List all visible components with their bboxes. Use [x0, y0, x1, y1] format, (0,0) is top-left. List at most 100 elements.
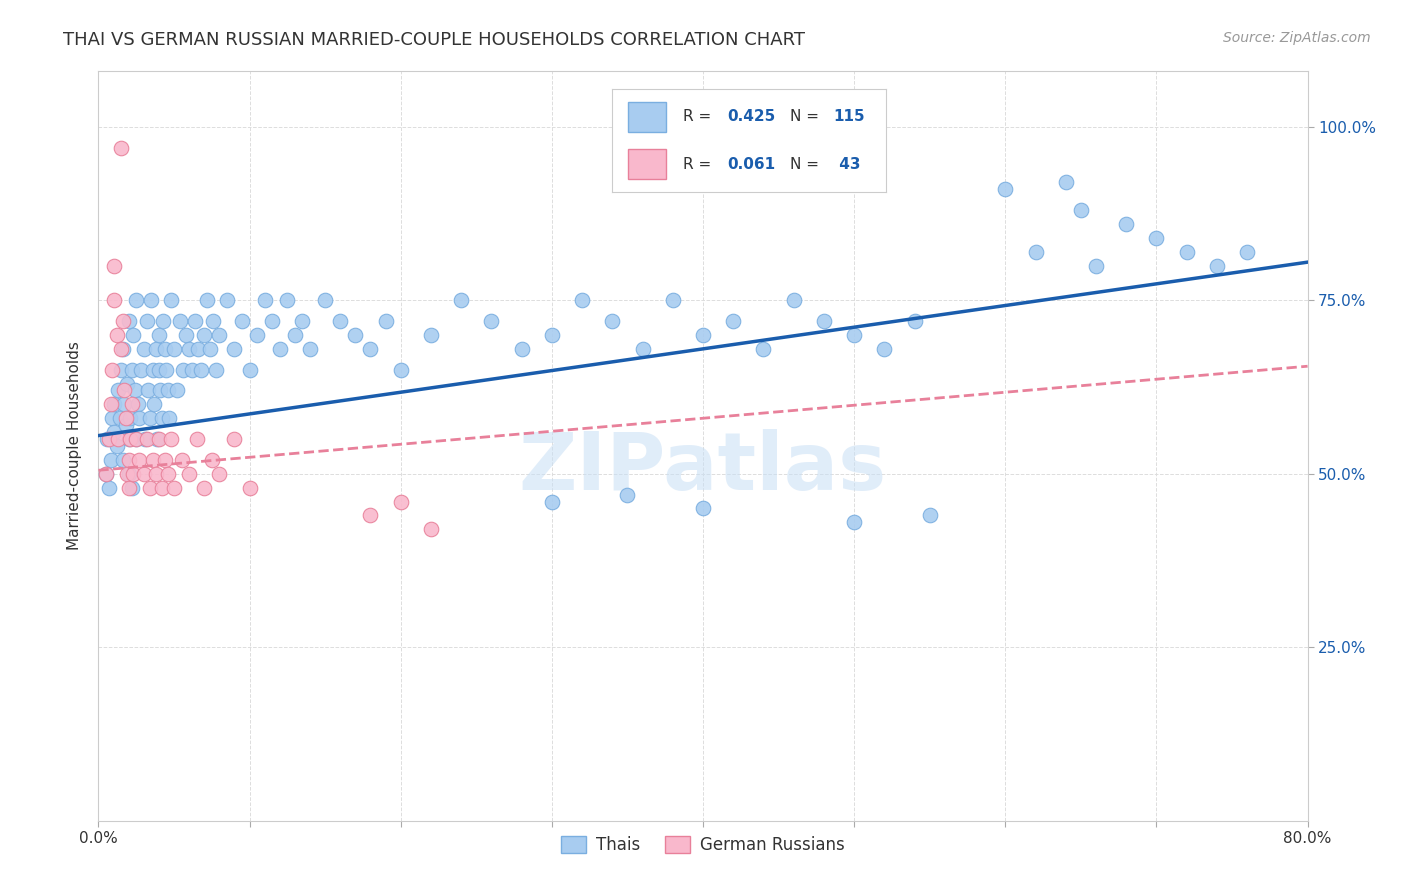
Point [344, 328, 367, 343]
Point [121, 362, 143, 376]
Point [752, 342, 775, 356]
Point [153, 453, 176, 467]
Point [148, 328, 170, 343]
Point [101, 411, 124, 425]
Point [156, 467, 179, 481]
Point [179, 342, 201, 356]
Point [873, 342, 896, 356]
Point [128, 453, 150, 467]
Point [262, 314, 284, 328]
Point [122, 467, 145, 481]
Point [723, 314, 745, 328]
Point [329, 314, 352, 328]
Point [103, 259, 125, 273]
Point [215, 293, 238, 308]
Point [450, 293, 472, 308]
Point [231, 314, 253, 328]
Text: 0.425: 0.425 [727, 110, 775, 124]
Point [135, 314, 157, 328]
Point [94, 467, 117, 481]
Point [269, 342, 291, 356]
Point [110, 141, 132, 155]
Point [94, 467, 117, 481]
Point [105, 439, 128, 453]
Point [96, 432, 118, 446]
Point [145, 342, 167, 356]
Point [145, 467, 167, 481]
Text: ZIPatlas: ZIPatlas [519, 429, 887, 508]
Text: 115: 115 [834, 110, 865, 124]
Point [100, 453, 122, 467]
Point [1115, 217, 1137, 231]
Point [253, 293, 276, 308]
Point [193, 328, 215, 343]
Point [115, 467, 138, 481]
Point [239, 481, 262, 495]
Point [103, 293, 125, 308]
Point [163, 342, 186, 356]
Point [160, 293, 183, 308]
Point [540, 494, 562, 508]
Point [1144, 231, 1167, 245]
Point [128, 411, 150, 425]
Point [187, 342, 209, 356]
Point [1175, 244, 1198, 259]
Point [139, 481, 162, 495]
Point [172, 362, 194, 376]
FancyBboxPatch shape [628, 102, 666, 132]
Point [184, 314, 207, 328]
Point [125, 432, 148, 446]
Point [118, 481, 141, 495]
Point [284, 328, 307, 343]
Point [193, 481, 215, 495]
Point [141, 293, 163, 308]
Point [120, 411, 142, 425]
Point [994, 182, 1017, 196]
Point [107, 432, 129, 446]
Point [143, 397, 166, 411]
Point [783, 293, 806, 308]
Point [208, 328, 231, 343]
Point [571, 293, 593, 308]
Point [239, 362, 262, 376]
Point [904, 314, 927, 328]
Text: Source: ZipAtlas.com: Source: ZipAtlas.com [1223, 31, 1371, 45]
Point [111, 453, 134, 467]
Point [122, 328, 145, 343]
Point [174, 328, 197, 343]
Point [181, 362, 204, 376]
Point [142, 362, 165, 376]
Point [692, 501, 714, 516]
Point [163, 481, 186, 495]
Point [540, 328, 562, 343]
Point [118, 467, 141, 481]
Point [132, 467, 155, 481]
Text: 43: 43 [834, 157, 860, 171]
Point [110, 362, 132, 376]
Point [150, 411, 173, 425]
Text: THAI VS GERMAN RUSSIAN MARRIED-COUPLE HOUSEHOLDS CORRELATION CHART: THAI VS GERMAN RUSSIAN MARRIED-COUPLE HO… [63, 31, 806, 49]
Point [121, 397, 143, 411]
Point [108, 411, 131, 425]
Point [291, 314, 314, 328]
Point [103, 397, 125, 411]
Point [360, 508, 382, 523]
Point [153, 342, 176, 356]
Point [150, 481, 173, 495]
Point [148, 362, 170, 376]
Point [107, 384, 129, 398]
Point [160, 432, 183, 446]
Point [179, 467, 201, 481]
Point [120, 432, 142, 446]
Point [1070, 203, 1092, 218]
FancyBboxPatch shape [628, 149, 666, 179]
Point [208, 467, 231, 481]
Point [105, 328, 128, 343]
Point [124, 384, 146, 398]
Point [190, 362, 212, 376]
Legend: Thais, German Russians: Thais, German Russians [554, 830, 852, 861]
Point [111, 314, 134, 328]
Point [661, 293, 683, 308]
Point [118, 432, 141, 446]
Point [134, 432, 156, 446]
